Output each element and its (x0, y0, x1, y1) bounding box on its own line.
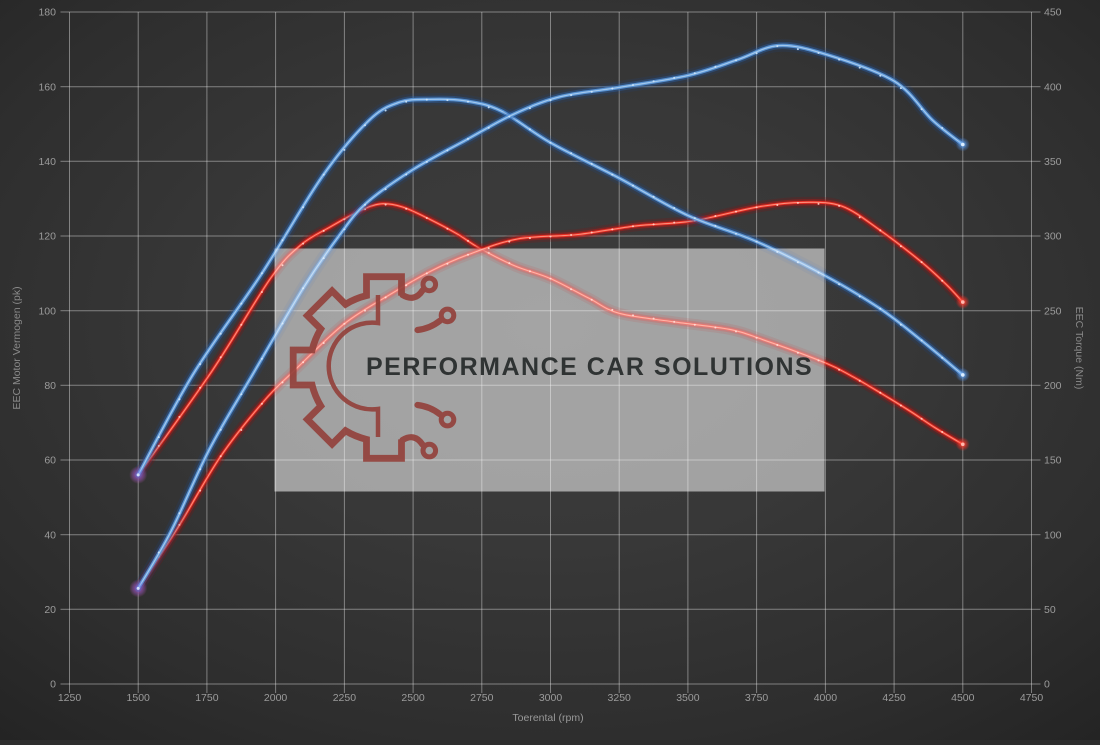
svg-text:4000: 4000 (814, 692, 838, 704)
svg-text:3750: 3750 (745, 692, 769, 704)
svg-text:200: 200 (1044, 380, 1062, 392)
svg-text:140: 140 (38, 156, 56, 168)
svg-text:20: 20 (44, 604, 56, 616)
svg-text:2750: 2750 (470, 692, 494, 704)
svg-text:0: 0 (50, 679, 56, 691)
svg-text:60: 60 (44, 455, 56, 467)
svg-text:Toerental (rpm): Toerental (rpm) (512, 712, 583, 724)
svg-text:40: 40 (44, 529, 56, 541)
svg-text:250: 250 (1044, 305, 1062, 317)
svg-text:2000: 2000 (264, 692, 288, 704)
svg-text:50: 50 (1044, 604, 1056, 616)
svg-text:EEC Torque (Nm): EEC Torque (Nm) (1073, 307, 1085, 390)
svg-text:1750: 1750 (195, 692, 219, 704)
svg-text:150: 150 (1044, 455, 1062, 467)
svg-text:2250: 2250 (333, 692, 357, 704)
svg-text:100: 100 (1044, 529, 1062, 541)
svg-text:0: 0 (1044, 679, 1050, 691)
svg-text:400: 400 (1044, 81, 1062, 93)
svg-text:180: 180 (38, 7, 56, 19)
svg-text:4250: 4250 (882, 692, 906, 704)
svg-text:3250: 3250 (608, 692, 632, 704)
svg-text:1250: 1250 (58, 692, 82, 704)
svg-text:100: 100 (38, 305, 56, 317)
svg-text:1500: 1500 (127, 692, 151, 704)
svg-text:450: 450 (1044, 7, 1062, 19)
svg-text:350: 350 (1044, 156, 1062, 168)
svg-text:3000: 3000 (539, 692, 563, 704)
svg-text:160: 160 (38, 81, 56, 93)
svg-text:300: 300 (1044, 231, 1062, 243)
svg-text:3500: 3500 (676, 692, 700, 704)
svg-text:4500: 4500 (951, 692, 975, 704)
svg-text:2500: 2500 (401, 692, 425, 704)
svg-text:EEC Motor Vermogen (pk): EEC Motor Vermogen (pk) (11, 286, 23, 409)
svg-text:80: 80 (44, 380, 56, 392)
svg-text:120: 120 (38, 231, 56, 243)
svg-text:4750: 4750 (1020, 692, 1044, 704)
svg-text:PERFORMANCE CAR SOLUTIONS: PERFORMANCE CAR SOLUTIONS (366, 353, 813, 381)
